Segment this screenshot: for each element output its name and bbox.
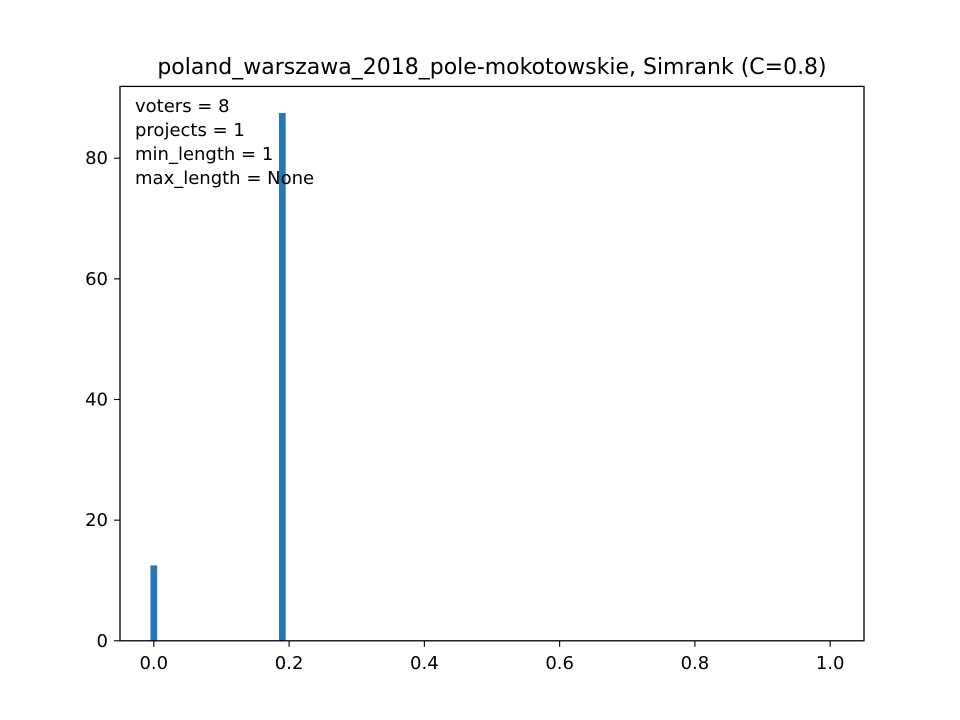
y-axis-ticks: 0 20 40 60 80: [85, 148, 120, 652]
histogram-bar-0: [150, 565, 158, 641]
annotation-box: voters = 8 projects = 1 min_length = 1 max_…: [135, 96, 314, 189]
y-tick-label-0: 0: [97, 631, 108, 652]
histogram-bar-1: [278, 112, 286, 641]
y-tick-label-2: 40: [85, 389, 108, 410]
bars-layer: [150, 112, 286, 641]
y-tick-label-4: 80: [85, 148, 108, 169]
annotation-line-2: min_length = 1: [135, 144, 273, 165]
y-tick-label-1: 20: [85, 510, 108, 531]
x-tick-label-0: 0.0: [139, 653, 168, 674]
x-tick-label-3: 0.6: [545, 653, 574, 674]
chart-title: poland_warszawa_2018_pole-mokotowskie, S…: [157, 55, 826, 80]
annotation-line-1: projects = 1: [135, 120, 245, 141]
x-axis-ticks: 0.0 0.2 0.4 0.6 0.8 1.0: [139, 640, 845, 674]
x-tick-label-4: 0.8: [681, 653, 710, 674]
x-tick-label-5: 1.0: [816, 653, 845, 674]
annotation-line-0: voters = 8: [135, 96, 230, 117]
y-tick-label-3: 60: [85, 269, 108, 290]
annotation-line-3: max_length = None: [135, 168, 314, 189]
plot-frame: [119, 85, 865, 642]
x-tick-label-2: 0.4: [410, 653, 439, 674]
x-tick-label-1: 0.2: [275, 653, 304, 674]
